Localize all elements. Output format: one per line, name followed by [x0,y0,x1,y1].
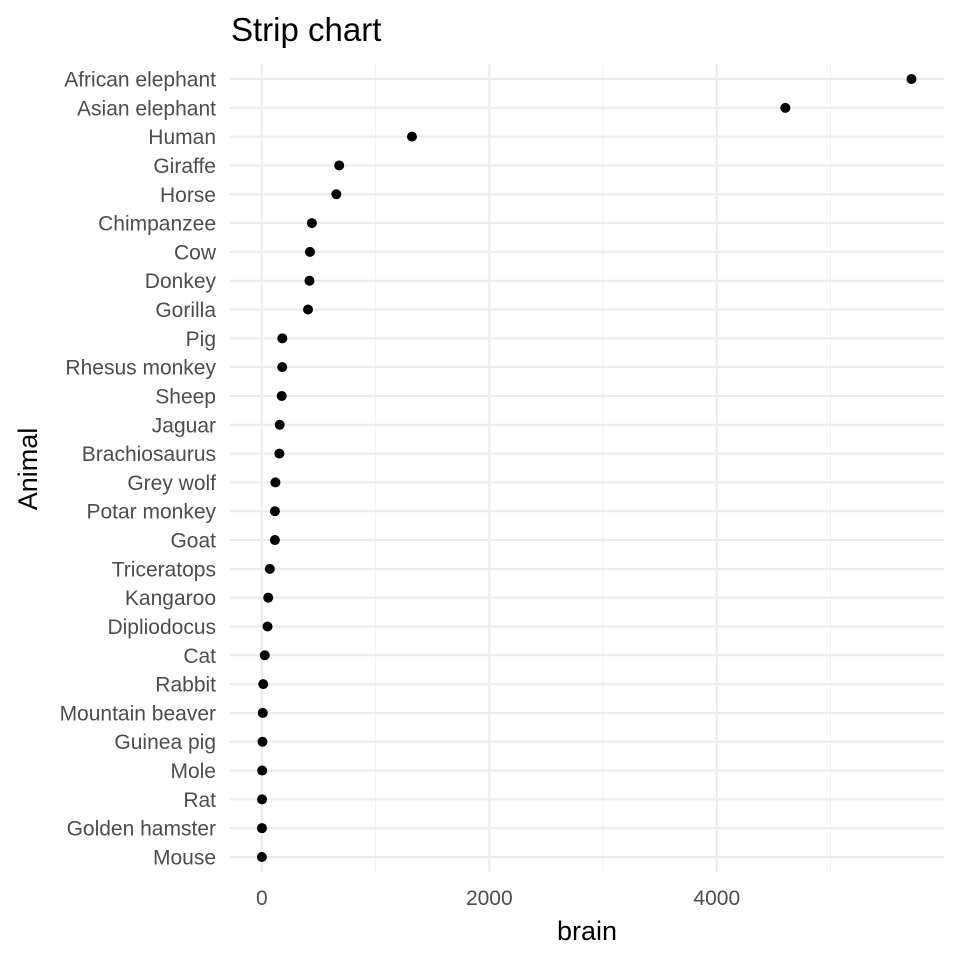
data-point [257,707,268,718]
data-point [277,362,288,373]
data-point [406,131,417,142]
data-point [262,621,273,632]
x-axis-title: brain [557,916,617,946]
y-tick-label: Donkey [145,270,217,293]
y-tick-label: Mole [170,760,216,783]
data-point [303,304,314,315]
y-tick-label: Pig [186,328,216,351]
y-tick-label: Gorilla [155,299,216,322]
y-tick-label: Cow [174,241,217,264]
y-tick-label: Giraffe [153,155,216,178]
x-tick-label: 0 [256,887,268,910]
data-point [269,506,280,517]
x-tick-labels: 0 2000 4000 [256,887,740,910]
data-point [263,592,274,603]
data-point [259,650,270,661]
y-tick-label: Mouse [153,847,216,870]
data-point [906,74,917,84]
y-tick-label: Golden hamster [67,818,216,841]
y-tick-label: Cat [183,645,216,668]
data-point [331,189,342,200]
y-tick-label: Brachiosaurus [82,443,216,466]
y-tick-label: Chimpanzee [98,213,216,236]
data-point [276,390,287,401]
data-point [258,679,269,690]
y-tick-label: Grey wolf [127,472,216,495]
data-point [269,535,280,546]
data-point [780,102,791,113]
y-tick-labels: African elephant Asian elephant Human Giraf… [60,69,217,870]
data-point [257,794,268,805]
y-tick-label: Dipliodocus [107,616,216,639]
data-point [257,765,268,776]
data-point [257,736,268,747]
data-point [274,419,285,430]
data-point [304,246,315,257]
y-tick-label: Guinea pig [114,731,216,754]
y-tick-label: Asian elephant [77,97,216,120]
y-tick-label: Rhesus monkey [65,357,216,380]
y-tick-label: Rabbit [155,674,216,697]
y-tick-label: Horse [160,184,216,207]
data-points [256,74,917,862]
y-tick-label: Mountain beaver [60,702,216,725]
y-tick-label: Human [148,126,216,149]
y-tick-label: Kangaroo [125,587,216,610]
y-axis-title: Animal [13,428,43,511]
data-point [274,448,285,459]
x-tick-label: 2000 [466,887,513,910]
data-point [304,275,315,286]
data-point [256,823,267,834]
chart-title: Strip chart [231,11,381,48]
data-point [334,160,345,171]
y-tick-label: Sheep [155,385,216,408]
y-tick-label: African elephant [64,69,216,92]
data-point [306,218,317,229]
y-tick-label: Potar monkey [86,501,216,524]
data-point [270,477,281,488]
y-tick-label: Jaguar [152,414,216,437]
data-point [277,333,288,344]
y-tick-label: Goat [170,530,216,553]
x-tick-label: 4000 [693,887,740,910]
grid [230,64,944,872]
data-point [264,563,275,574]
y-tick-label: Rat [183,789,216,812]
y-tick-label: Triceratops [112,558,216,581]
data-point [256,852,267,862]
